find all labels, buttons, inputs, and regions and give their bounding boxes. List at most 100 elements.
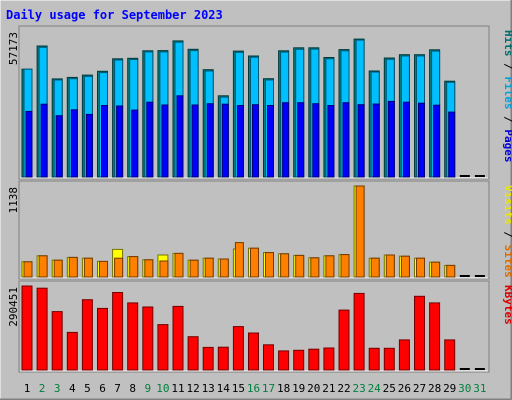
x-label-day-5: 5 (84, 382, 91, 395)
x-label-day-17: 17 (262, 382, 275, 395)
visits-sites-bar-day-3 (53, 259, 63, 278)
visits-sites-bar-day-19 (295, 254, 305, 278)
hits-pages-bar-day-16 (252, 104, 259, 178)
x-label-day-1: 1 (24, 382, 31, 395)
kbytes-kbytes-bar-day-2 (36, 287, 48, 371)
x-label-day-25: 25 (383, 382, 396, 395)
visits-sites-bar-day-27 (416, 257, 425, 278)
kbytes-legend: KBytes (502, 285, 512, 325)
visits-sites-bar-day-25 (385, 254, 395, 278)
hits-pages-bar-day-11 (176, 95, 184, 178)
hits-pages-bar-day-22 (342, 102, 350, 178)
hits-pages-bar-day-4 (70, 109, 78, 178)
kbytes-kbytes-bar-day-9 (142, 306, 154, 371)
visits-ymax-label: 1138 (7, 187, 20, 214)
chart-panels: 57173 Hits / Files / Pages 1138 Visits / Si… (7, 25, 512, 373)
x-label-day-6: 6 (99, 382, 106, 395)
hits-legend: Hits / Files / Pages (502, 30, 512, 163)
chart-title: Daily usage for September 2023 (6, 8, 223, 22)
x-label-day-9: 9 (144, 382, 151, 395)
hits-pages-bar-day-6 (101, 105, 108, 178)
hits-pages-bar-day-20 (312, 103, 320, 178)
legend-separator: / (502, 57, 512, 71)
visits-sites-bar-day-9 (144, 259, 154, 278)
series-sites (23, 185, 456, 278)
kbytes-kbytes-bar-day-5 (81, 299, 93, 371)
legend-hits: Hits (502, 30, 512, 57)
x-label-day-14: 14 (217, 382, 231, 395)
hits-pages-bar-day-15 (236, 105, 244, 178)
x-label-day-24: 24 (368, 382, 382, 395)
visits-sites-bar-day-12 (189, 259, 199, 278)
legend-pages: Pages (502, 123, 512, 163)
visits-sites-bar-day-26 (400, 255, 410, 278)
visits-sites-bar-day-15 (234, 242, 244, 278)
kbytes-kbytes-bar-day-23 (353, 292, 365, 371)
x-label-day-7: 7 (114, 382, 121, 395)
visits-sites-bar-day-18 (280, 253, 290, 278)
x-label-day-10: 10 (156, 382, 169, 395)
kbytes-kbytes-bar-day-8 (127, 302, 139, 371)
kbytes-kbytes-bar-day-21 (323, 347, 335, 371)
visits-sites-bar-day-1 (23, 261, 33, 278)
visits-sites-bar-day-7 (114, 257, 124, 278)
visits-sites-bar-day-24 (370, 257, 380, 278)
kbytes-kbytes-bar-day-4 (66, 331, 78, 371)
hits-pages-bar-day-5 (85, 113, 93, 178)
kbytes-kbytes-bar-day-1 (21, 285, 33, 371)
hits-pages-bar-day-26 (402, 101, 410, 178)
series-pages (25, 95, 456, 178)
x-label-day-23: 23 (352, 382, 365, 395)
visits-sites-bar-day-8 (129, 256, 139, 278)
hits-pages-bar-day-27 (418, 102, 425, 178)
visits-sites-bar-day-22 (340, 254, 350, 278)
x-label-day-27: 27 (413, 382, 426, 395)
kbytes-kbytes-bar-day-17 (263, 344, 274, 371)
x-label-day-13: 13 (202, 382, 215, 395)
kbytes-kbytes-bar-day-10 (157, 324, 169, 371)
hits-pages-bar-day-8 (131, 109, 139, 178)
kbytes-kbytes-bar-day-16 (248, 332, 259, 371)
x-label-day-18: 18 (277, 382, 290, 395)
visits-legend: Visits / Sites (502, 185, 512, 278)
visits-sites-bar-day-6 (99, 260, 108, 278)
kbytes-kbytes-bar-day-29 (444, 339, 456, 371)
x-label-day-4: 4 (69, 382, 76, 395)
x-label-day-19: 19 (292, 382, 305, 395)
panel-kbytes: 290451 KBytes (7, 280, 512, 373)
x-label-day-2: 2 (39, 382, 46, 395)
kbytes-kbytes-bar-day-28 (429, 302, 441, 371)
x-label-day-20: 20 (307, 382, 320, 395)
kbytes-kbytes-bar-day-3 (51, 311, 63, 371)
kbytes-kbytes-bar-day-14 (217, 346, 229, 371)
kbytes-kbytes-bar-day-27 (414, 295, 425, 371)
x-label-day-29: 29 (443, 382, 456, 395)
hits-ymax-label: 57173 (7, 32, 20, 65)
x-label-day-12: 12 (186, 382, 199, 395)
hits-pages-bar-day-18 (282, 102, 290, 178)
kbytes-ymax-label: 290451 (7, 287, 20, 327)
x-label-day-28: 28 (428, 382, 441, 395)
visits-sites-bar-day-28 (431, 261, 441, 278)
kbytes-kbytes-bar-day-20 (308, 348, 320, 371)
x-label-day-11: 11 (171, 382, 184, 395)
x-label-day-31: 31 (473, 382, 486, 395)
kbytes-kbytes-bar-day-19 (293, 349, 305, 371)
kbytes-kbytes-bar-day-11 (172, 305, 184, 371)
series-kbytes (21, 285, 456, 371)
x-label-day-22: 22 (337, 382, 350, 395)
visits-sites-bar-day-11 (174, 252, 184, 278)
hits-pages-bar-day-25 (387, 100, 395, 178)
visits-sites-bar-day-13 (204, 257, 214, 278)
hits-pages-bar-day-1 (25, 110, 33, 178)
kbytes-kbytes-bar-day-13 (202, 346, 214, 371)
hits-pages-bar-day-7 (116, 105, 124, 178)
kbytes-kbytes-bar-day-18 (278, 350, 290, 371)
hits-pages-bar-day-2 (40, 103, 48, 178)
hits-pages-bar-day-24 (372, 103, 380, 178)
x-label-day-30: 30 (458, 382, 471, 395)
visits-sites-bar-day-10 (159, 260, 169, 278)
visits-sites-bar-day-20 (310, 257, 320, 278)
hits-pages-bar-day-23 (357, 104, 365, 178)
kbytes-kbytes-bar-day-7 (112, 292, 124, 371)
